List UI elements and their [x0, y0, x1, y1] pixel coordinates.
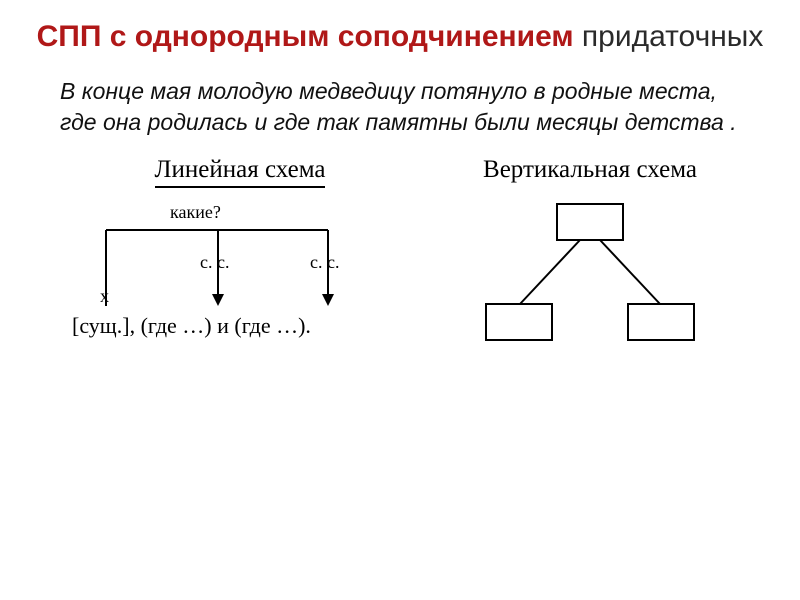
node-sub-1	[486, 304, 552, 340]
x-marker: х	[100, 286, 109, 306]
formula-line: [сущ.], (где …) и (где …).	[72, 313, 311, 338]
title-red-2: с однородным соподчинением	[101, 20, 573, 53]
vertical-scheme-title: Вертикальная схема	[440, 156, 740, 184]
vertical-scheme-svg	[440, 184, 740, 374]
node-main	[557, 204, 623, 240]
page-title: СПП с однородным соподчинением придаточн…	[0, 0, 800, 56]
node-sub-2	[628, 304, 694, 340]
cc-label-1: с. с.	[200, 252, 229, 272]
vertical-scheme: Вертикальная схема	[440, 156, 740, 374]
cc-label-2: с. с.	[310, 252, 339, 272]
linear-scheme: Линейная схема какие? х с. с. с. с. [су	[70, 156, 410, 388]
diagrams-area: Линейная схема какие? х с. с. с. с. [су	[0, 156, 800, 436]
edge-1	[520, 240, 580, 304]
linear-scheme-title: Линейная схема	[155, 156, 326, 188]
title-red-1: СПП	[37, 20, 102, 53]
example-sentence: В конце мая молодую медведицу потянуло в…	[0, 56, 800, 138]
question-label: какие?	[170, 202, 221, 222]
title-plain: придаточных	[574, 20, 764, 53]
linear-scheme-svg: какие? х с. с. с. с. [сущ.], (где …) и (…	[70, 188, 410, 388]
edge-2	[600, 240, 660, 304]
